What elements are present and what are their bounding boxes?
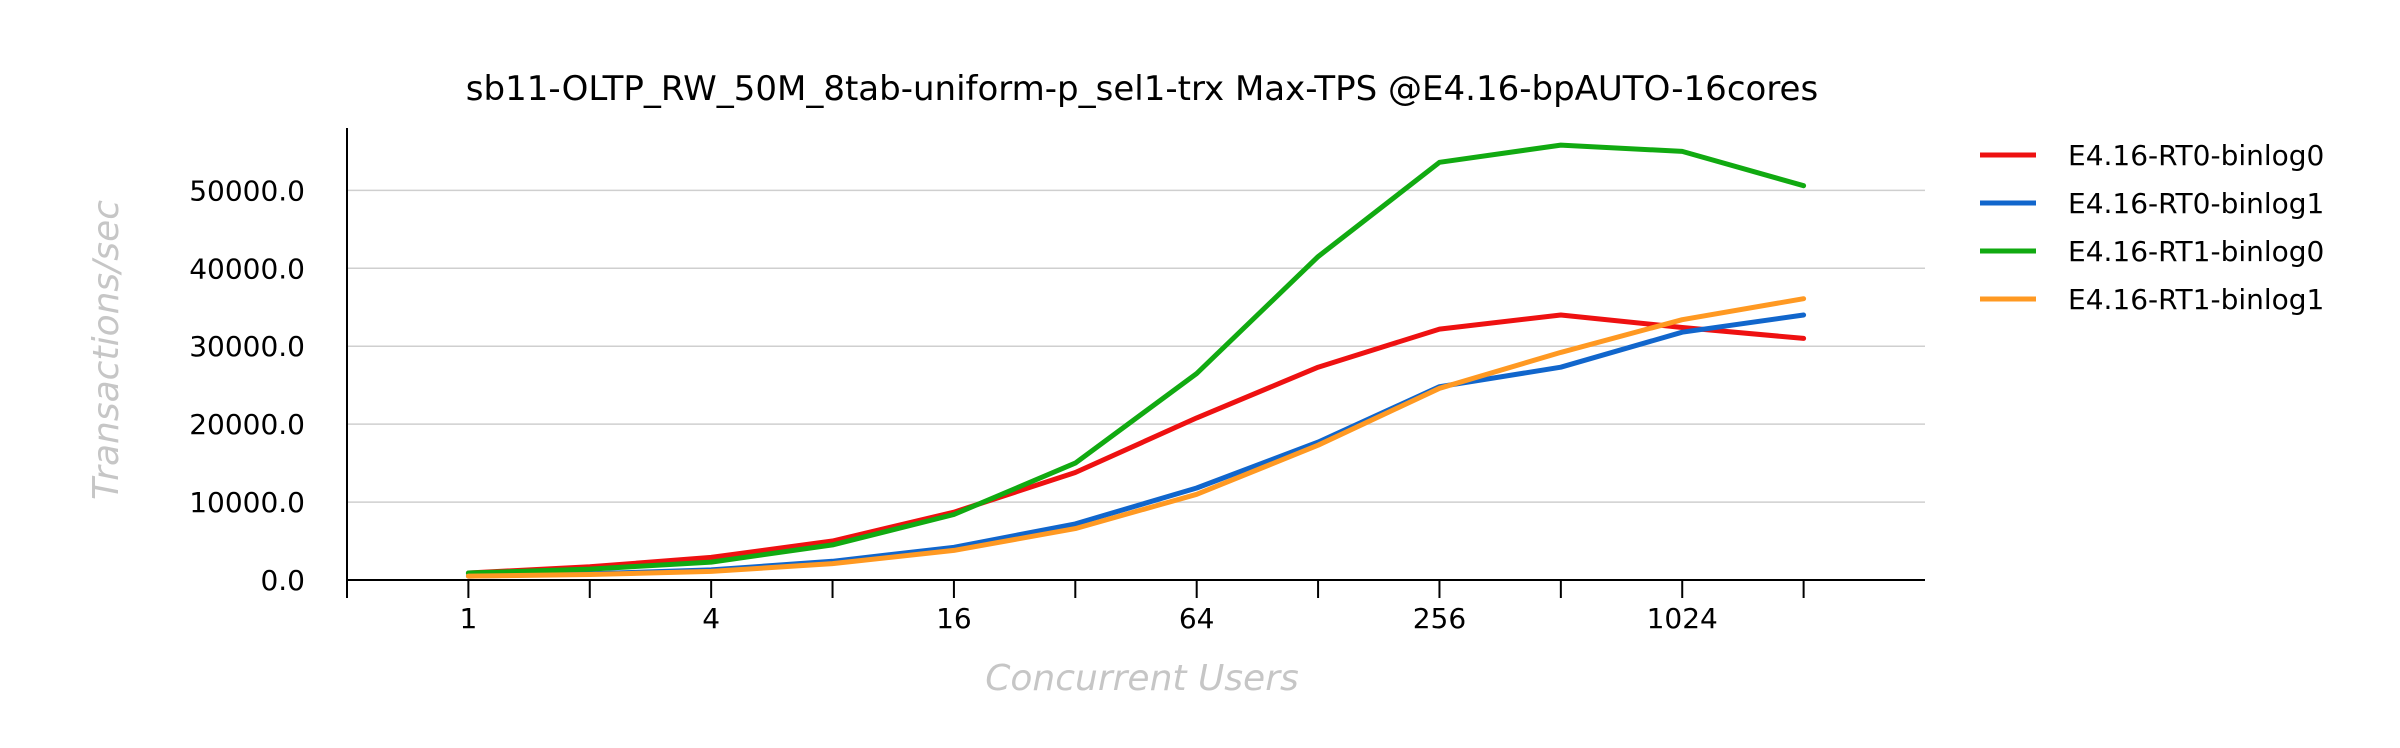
series-line-e4-16-rt0-binlog0: [465, 312, 1807, 576]
grid-lines: [347, 189, 1925, 503]
legend-label: E4.16-RT1-binlog1: [2068, 283, 2324, 316]
y-tick-label: 50000.0: [189, 174, 305, 207]
x-tick-label: 64: [1179, 602, 1215, 635]
axes: [346, 128, 1925, 598]
x-tick-label: 1: [459, 602, 477, 635]
series-line-e4-16-rt1-binlog1: [465, 296, 1807, 579]
legend-label: E4.16-RT0-binlog1: [2068, 187, 2324, 220]
tick-labels: 0.0 10000.0 20000.0 30000.0 40000.0 50000.0 1 4…: [189, 174, 1718, 635]
x-tick-label: 16: [936, 602, 972, 635]
y-tick-label: 10000.0: [189, 486, 305, 519]
chart-title: sb11-OLTP_RW_50M_8tab-uniform-p_sel1-trx…: [466, 69, 1818, 109]
series-line-e4-16-rt1-binlog0: [465, 142, 1807, 576]
y-tick-label: 0.0: [260, 564, 305, 597]
x-tick-label: 4: [702, 602, 720, 635]
legend-label: E4.16-RT0-binlog0: [2068, 139, 2324, 172]
legend: E4.16-RT0-binlog0 E4.16-RT0-binlog1 E4.16-…: [1980, 139, 2324, 316]
y-tick-label: 30000.0: [189, 330, 305, 363]
y-tick-label: 20000.0: [189, 408, 305, 441]
series-lines: [465, 142, 1807, 579]
x-tick-label: 256: [1413, 602, 1466, 635]
x-axis-title: Concurrent Users: [985, 658, 1299, 699]
y-axis-title: Transactions/sec: [86, 200, 127, 500]
legend-label: E4.16-RT1-binlog0: [2068, 235, 2324, 268]
y-tick-label: 40000.0: [189, 252, 305, 285]
x-tick-label: 1024: [1647, 602, 1718, 635]
